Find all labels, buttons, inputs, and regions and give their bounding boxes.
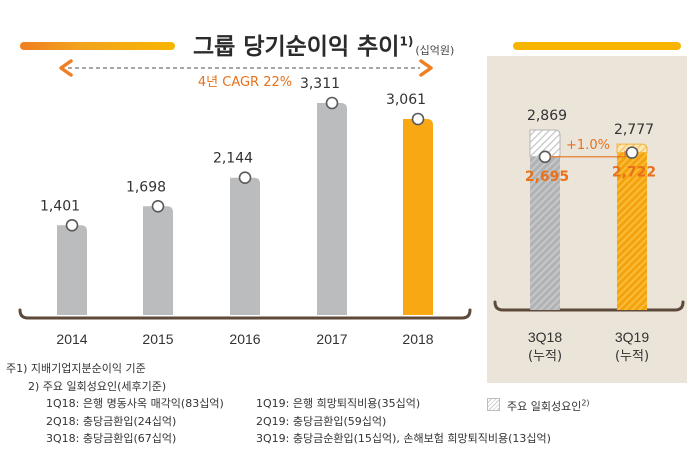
bar (230, 177, 260, 315)
legend-footnote-mark: 2) (581, 398, 590, 408)
core-value-label: 2,695 (525, 169, 569, 185)
bar-top-marker (411, 112, 425, 126)
title-area: 그룹 당기순이익 추이1)(십억원) (0, 14, 700, 60)
footnote-right: 3Q19: 충당금순환입(15십억), 손해보험 희망퇴직비용(13십억) (256, 432, 551, 445)
bar-top-marker (538, 150, 552, 164)
total-value-label: 2,869 (527, 108, 567, 124)
footnotes: 주1) 지배기업지분순이익 기준 2) 주요 일회성요인(세후기준) 1Q18:… (6, 360, 551, 448)
bar-top-marker (151, 199, 165, 213)
data-label: 2,144 (213, 151, 253, 167)
x-tick-label: 2014 (56, 331, 87, 347)
one-off-bar-segment (529, 129, 561, 158)
footnote-left: 3Q18: 충당금환입(67십억) (46, 432, 177, 445)
cagr-arrowhead-right (419, 59, 433, 77)
x-tick-label: 2018 (402, 331, 433, 347)
chart-title-text: 그룹 당기순이익 추이 (193, 34, 400, 60)
bar-top-marker (238, 171, 252, 185)
bar (57, 225, 87, 315)
footnote-row: 2Q18: 충당금환입(24십억) 2Q19: 충당금환입(59십억) (6, 413, 386, 431)
data-label: 1,698 (126, 179, 166, 195)
bar-top-marker (65, 218, 79, 232)
footnote-left: 2Q18: 충당금환입(24십억) (46, 414, 177, 428)
annual-profit-chart: 1,401 2014 1,698 2015 2,144 2016 3,311 2017 3,06… (18, 59, 472, 347)
x-tick-sublabel: (누적) (528, 349, 562, 364)
footnote-1: 주1) 지배기업지분순이익 기준 (6, 362, 146, 375)
data-label: 1,401 (40, 198, 80, 214)
quarterly-panel-background (487, 56, 687, 383)
x-tick-label: 3Q19 (615, 329, 649, 345)
bar-top-marker (325, 96, 339, 110)
x-tick-label: 2015 (142, 331, 173, 347)
data-label: 3,311 (300, 76, 340, 92)
bar (617, 152, 647, 310)
footnote-right: 2Q19: 충당금환입(59십억) (256, 414, 387, 428)
footnote-2: 2) 주요 일회성요인(세후기준) (28, 379, 167, 393)
chart-title: 그룹 당기순이익 추이1)(십억원) (193, 27, 454, 61)
footnote-row: 3Q18: 충당금환입(67십억) 3Q19: 충당금순환입(15십억), 손해… (6, 430, 551, 448)
x-tick-label: 3Q18 (528, 329, 562, 345)
x-tick-sublabel: (누적) (615, 349, 649, 364)
footnote-row: 1Q18: 은행 명동사옥 매각익(83십억) 1Q19: 은행 희망퇴직비용(… (6, 395, 420, 413)
chart-title-footnote-mark: 1) (399, 34, 414, 49)
bar (403, 119, 433, 315)
cagr-arrowhead-left (59, 59, 73, 77)
footnote-right: 1Q19: 은행 희망퇴직비용(35십억) (256, 397, 421, 410)
quarter-x-axis-line (493, 300, 685, 312)
title-decoration-right (513, 42, 681, 50)
x-tick-label: 2017 (316, 331, 347, 347)
bar (143, 206, 173, 315)
core-value-label: 2,722 (612, 165, 656, 181)
legend: 주요 일회성요인2) (487, 398, 590, 414)
legend-label: 주요 일회성요인 (507, 400, 582, 413)
x-axis-line (18, 308, 472, 320)
growth-connector (550, 150, 626, 158)
title-decoration-left (20, 42, 175, 50)
data-label: 3,061 (386, 92, 426, 108)
bar (530, 156, 560, 310)
bar (317, 103, 347, 315)
footnote-left: 1Q18: 은행 명동사옥 매각익(83십억) (46, 397, 224, 410)
quarterly-profit-chart: 2,869 2,695 3Q18 (누적) 2,777 2,722 3Q19 (누적) +1.0… (493, 108, 685, 364)
total-value-label: 2,777 (614, 122, 654, 138)
growth-label: +1.0% (566, 138, 610, 153)
legend-hatched-swatch (487, 398, 500, 411)
chart-title-unit: (십억원) (415, 44, 455, 57)
x-tick-label: 2016 (229, 331, 260, 347)
cagr-annotation: 4년 CAGR 22% (198, 75, 292, 90)
bar-top-marker (625, 146, 639, 159)
